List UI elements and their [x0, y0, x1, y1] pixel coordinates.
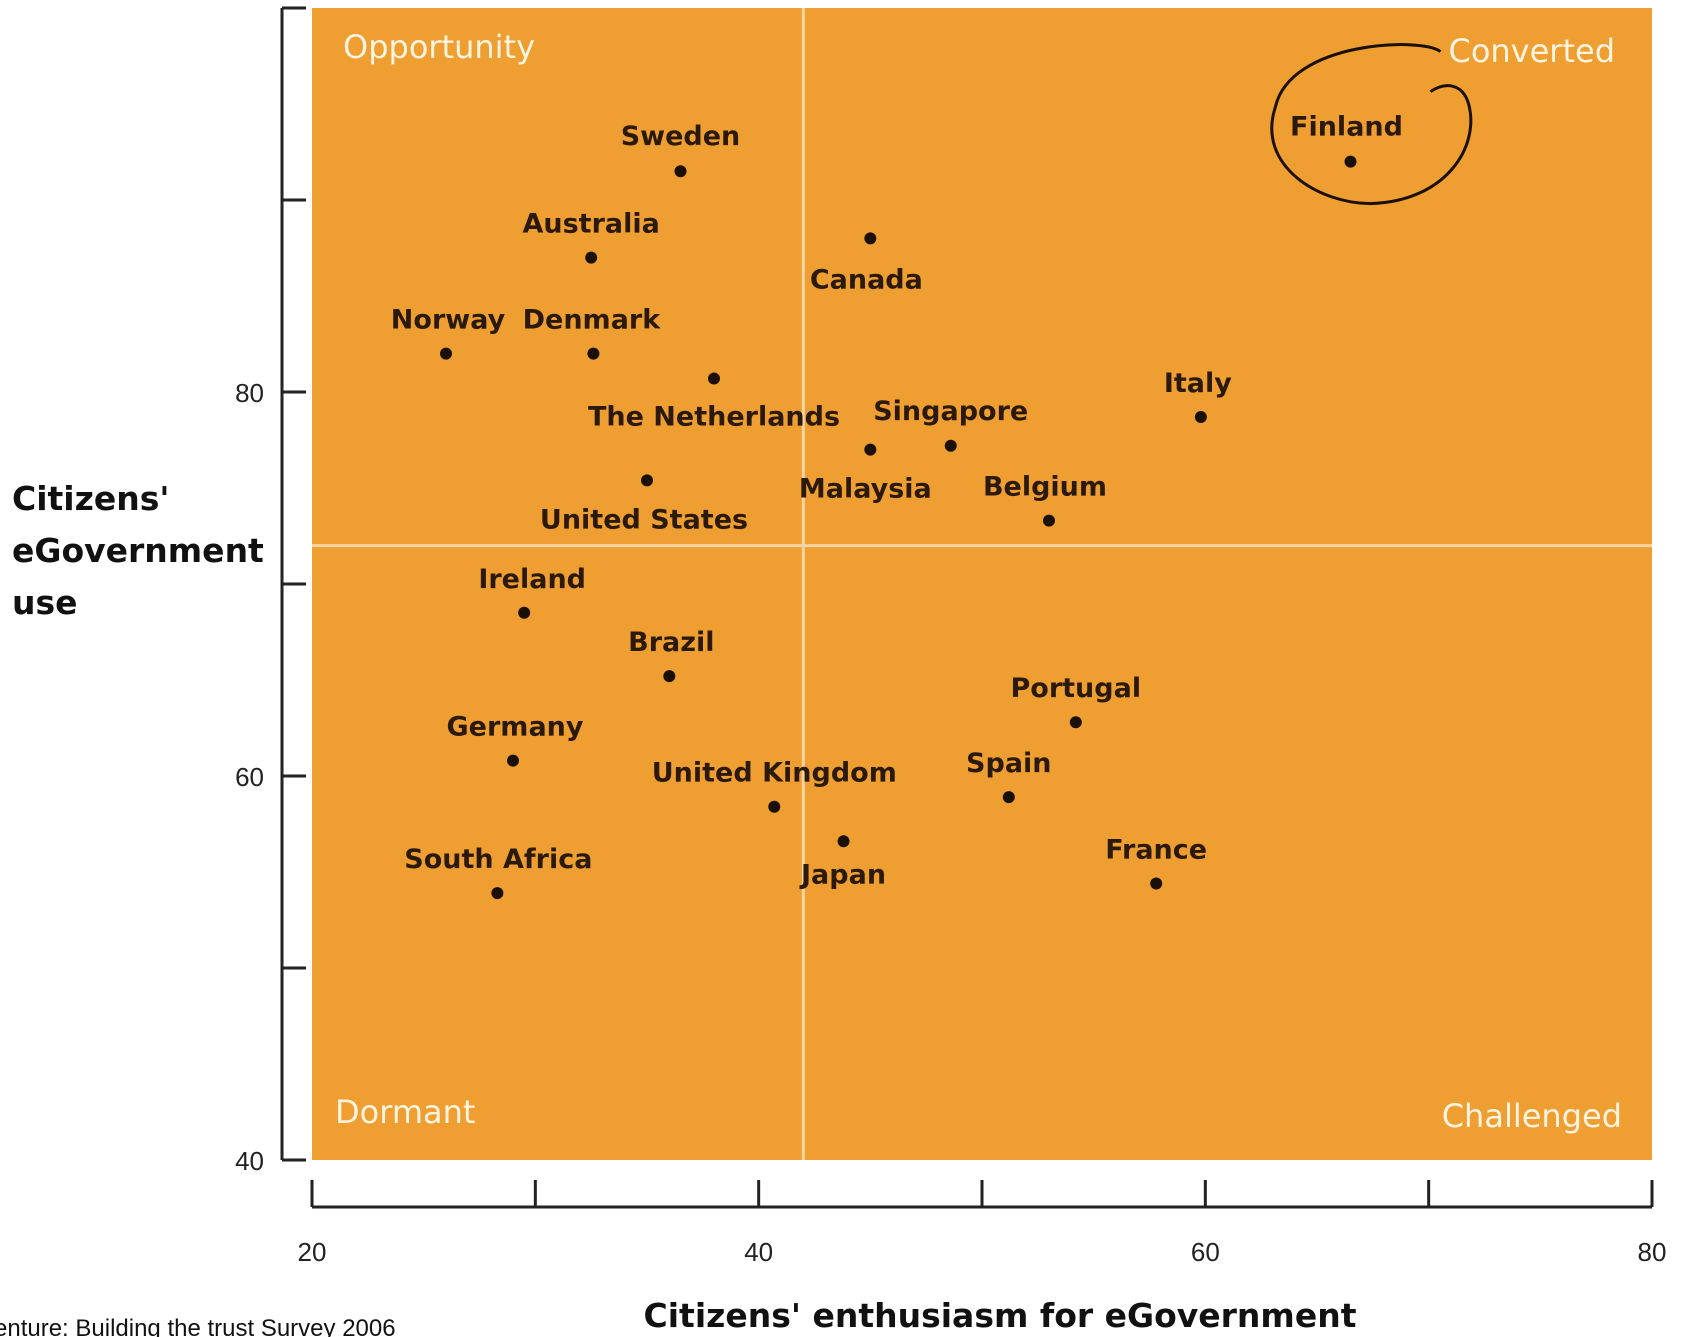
point-portugal: [1069, 716, 1082, 729]
point-label-portugal: Portugal: [1011, 673, 1142, 704]
y-tick-label: 40: [235, 1146, 264, 1176]
y-axis: 40 60 80: [235, 6, 306, 1176]
point-singapore: [944, 439, 957, 452]
point-label-sweden: Sweden: [621, 121, 741, 152]
point-united-kingdom: [768, 800, 781, 813]
y-axis-title-line: use: [12, 583, 78, 622]
quadrant-dividers: [312, 8, 1652, 1160]
point-label-belgium: Belgium: [983, 472, 1107, 503]
point-japan: [837, 835, 850, 848]
highlight-circle: [1270, 43, 1473, 206]
point-label-japan: Japan: [799, 859, 886, 890]
point-spain: [1002, 791, 1015, 804]
x-tick-label: 20: [298, 1237, 327, 1267]
plot-area: [312, 8, 1652, 1160]
point-label-norway: Norway: [391, 305, 506, 336]
point-belgium: [1043, 514, 1055, 527]
point-label-ireland: Ireland: [478, 564, 586, 595]
highlight-annotation: [1270, 43, 1473, 206]
point-the-netherlands: [708, 372, 720, 385]
point-label-malaysia: Malaysia: [799, 474, 932, 505]
point-label-the-netherlands: The Netherlands: [588, 402, 840, 433]
point-finland: [1344, 155, 1357, 168]
x-tick-label: 60: [1191, 1237, 1220, 1267]
point-label-germany: Germany: [447, 712, 584, 743]
point-label-spain: Spain: [966, 748, 1051, 779]
point-malaysia: [864, 443, 877, 456]
y-axis-title-line: eGovernment: [12, 531, 264, 570]
point-label-brazil: Brazil: [628, 627, 714, 658]
point-sweden: [674, 165, 687, 178]
x-tick-label: 40: [744, 1237, 773, 1267]
point-germany: [507, 754, 519, 767]
x-axis-title: Citizens' enthusiasm for eGovernment: [644, 1296, 1357, 1335]
point-label-italy: Italy: [1164, 368, 1232, 399]
point-united-states: [641, 474, 653, 487]
y-tick-label: 60: [235, 762, 264, 792]
point-label-united-states: United States: [540, 504, 748, 535]
point-norway: [440, 347, 452, 360]
quadrant-labels: Opportunity Converted Dormant Challenged: [335, 28, 1622, 1135]
point-brazil: [663, 670, 676, 683]
point-label-france: France: [1105, 835, 1207, 866]
data-points: Finland Sweden Canada Australia Norway Denmar…: [391, 112, 1403, 900]
point-australia: [585, 251, 598, 264]
point-label-australia: Australia: [522, 209, 659, 240]
quadrant-label-dormant: Dormant: [335, 1093, 475, 1131]
point-label-finland: Finland: [1290, 112, 1403, 143]
quadrant-label-opportunity: Opportunity: [343, 28, 535, 66]
point-label-south-africa: South Africa: [404, 844, 592, 875]
point-denmark: [587, 347, 600, 360]
source-note: enture: Building the trust Survey 2006: [0, 1315, 396, 1337]
point-label-singapore: Singapore: [873, 396, 1028, 427]
y-axis-title-line: Citizens': [12, 479, 169, 518]
point-label-united-kingdom: United Kingdom: [652, 758, 897, 789]
x-tick-label: 80: [1638, 1237, 1667, 1267]
point-label-denmark: Denmark: [523, 305, 662, 336]
y-axis-title: Citizens' eGovernment use: [12, 479, 264, 622]
point-label-canada: Canada: [810, 264, 923, 295]
x-axis: 20 40 60 80: [298, 1180, 1667, 1267]
point-ireland: [518, 606, 531, 619]
point-south-africa: [491, 887, 504, 900]
quadrant-label-converted: Converted: [1448, 32, 1615, 70]
point-italy: [1194, 410, 1207, 423]
plot-background: [312, 8, 1652, 1160]
point-france: [1150, 877, 1163, 890]
point-canada: [864, 232, 877, 245]
y-tick-label: 80: [235, 378, 264, 408]
quadrant-label-challenged: Challenged: [1442, 1097, 1622, 1135]
